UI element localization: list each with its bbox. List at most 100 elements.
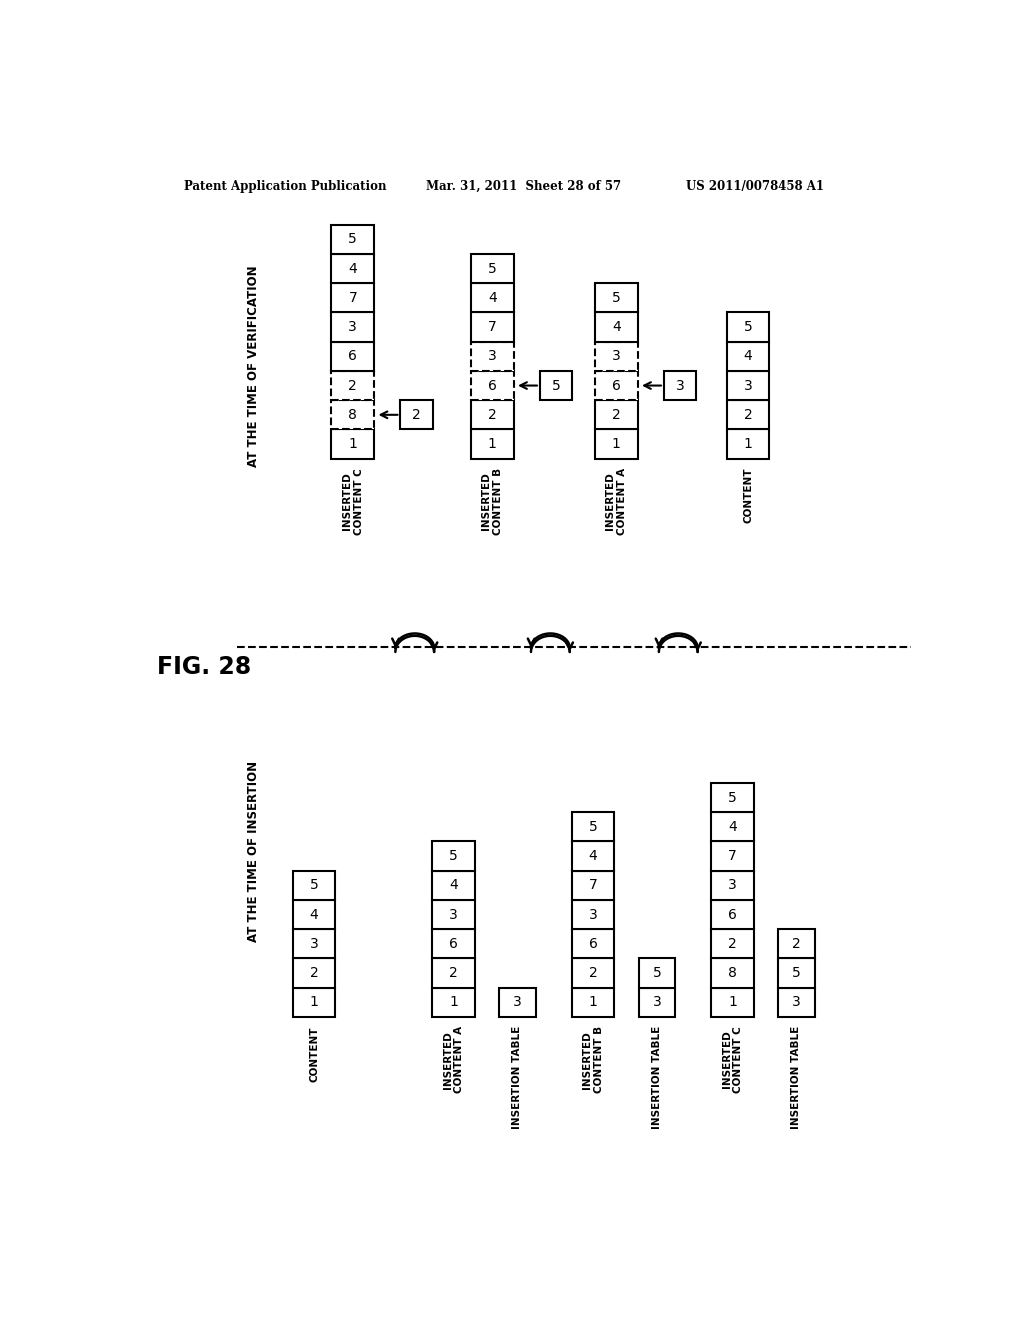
Text: 1: 1 xyxy=(487,437,497,451)
Text: 3: 3 xyxy=(743,379,753,392)
Text: INSERTION TABLE: INSERTION TABLE xyxy=(792,1026,802,1130)
Text: Mar. 31, 2011  Sheet 28 of 57: Mar. 31, 2011 Sheet 28 of 57 xyxy=(426,180,622,193)
Text: 3: 3 xyxy=(676,379,685,392)
FancyBboxPatch shape xyxy=(293,900,335,929)
Text: 2: 2 xyxy=(728,937,737,950)
Text: 5: 5 xyxy=(348,232,357,247)
FancyBboxPatch shape xyxy=(571,900,614,929)
Text: 1: 1 xyxy=(728,995,737,1010)
Text: 1: 1 xyxy=(450,995,458,1010)
Text: INSERTION TABLE: INSERTION TABLE xyxy=(652,1026,662,1130)
FancyBboxPatch shape xyxy=(332,313,374,342)
Text: 3: 3 xyxy=(792,995,801,1010)
FancyBboxPatch shape xyxy=(778,987,814,1016)
Text: 4: 4 xyxy=(728,820,737,834)
Text: 4: 4 xyxy=(450,878,458,892)
FancyBboxPatch shape xyxy=(432,871,475,900)
Text: 6: 6 xyxy=(348,350,357,363)
FancyBboxPatch shape xyxy=(727,400,769,429)
Text: 2: 2 xyxy=(348,379,357,392)
FancyBboxPatch shape xyxy=(595,313,638,342)
FancyBboxPatch shape xyxy=(571,987,614,1016)
Text: 7: 7 xyxy=(728,849,737,863)
Text: 7: 7 xyxy=(487,319,497,334)
Text: 4: 4 xyxy=(348,261,357,276)
FancyBboxPatch shape xyxy=(332,342,374,371)
FancyBboxPatch shape xyxy=(727,313,769,342)
Text: 1: 1 xyxy=(743,437,753,451)
FancyBboxPatch shape xyxy=(332,284,374,313)
Text: 3: 3 xyxy=(487,350,497,363)
FancyBboxPatch shape xyxy=(540,371,572,400)
FancyBboxPatch shape xyxy=(332,429,374,459)
Text: 5: 5 xyxy=(792,966,801,979)
Text: 5: 5 xyxy=(487,261,497,276)
Text: INSERTED
CONTENT B: INSERTED CONTENT B xyxy=(481,469,503,535)
Text: INSERTION TABLE: INSERTION TABLE xyxy=(512,1026,522,1130)
Text: 1: 1 xyxy=(348,437,357,451)
FancyBboxPatch shape xyxy=(571,841,614,871)
FancyBboxPatch shape xyxy=(332,371,374,400)
Text: 6: 6 xyxy=(487,379,497,392)
Text: 2: 2 xyxy=(487,408,497,422)
FancyBboxPatch shape xyxy=(500,987,536,1016)
Text: CONTENT: CONTENT xyxy=(309,1026,319,1081)
Text: INSERTED
CONTENT C: INSERTED CONTENT C xyxy=(342,469,364,535)
Text: AT THE TIME OF VERIFICATION: AT THE TIME OF VERIFICATION xyxy=(247,265,260,467)
Text: 4: 4 xyxy=(589,849,597,863)
FancyBboxPatch shape xyxy=(595,429,638,459)
FancyBboxPatch shape xyxy=(778,929,814,958)
Text: 5: 5 xyxy=(728,791,737,804)
Text: 2: 2 xyxy=(792,937,801,950)
FancyBboxPatch shape xyxy=(571,812,614,841)
FancyBboxPatch shape xyxy=(293,871,335,900)
FancyBboxPatch shape xyxy=(639,958,675,987)
Text: 5: 5 xyxy=(743,319,753,334)
Text: 4: 4 xyxy=(743,350,753,363)
Text: 6: 6 xyxy=(728,908,737,921)
Text: 3: 3 xyxy=(309,937,318,950)
FancyBboxPatch shape xyxy=(432,958,475,987)
FancyBboxPatch shape xyxy=(571,871,614,900)
FancyBboxPatch shape xyxy=(727,342,769,371)
Text: INSERTED
CONTENT A: INSERTED CONTENT A xyxy=(442,1026,464,1093)
Text: 4: 4 xyxy=(612,319,621,334)
FancyBboxPatch shape xyxy=(664,371,696,400)
Text: 8: 8 xyxy=(728,966,737,979)
Text: 3: 3 xyxy=(348,319,357,334)
Text: 5: 5 xyxy=(552,379,560,392)
Text: 3: 3 xyxy=(652,995,662,1010)
Text: 3: 3 xyxy=(612,350,621,363)
Text: 5: 5 xyxy=(652,966,662,979)
Text: CONTENT: CONTENT xyxy=(743,469,753,524)
Text: 7: 7 xyxy=(589,878,597,892)
Text: 1: 1 xyxy=(611,437,621,451)
FancyBboxPatch shape xyxy=(595,284,638,313)
FancyBboxPatch shape xyxy=(293,987,335,1016)
Text: 1: 1 xyxy=(309,995,318,1010)
FancyBboxPatch shape xyxy=(712,900,754,929)
Text: 3: 3 xyxy=(513,995,522,1010)
FancyBboxPatch shape xyxy=(332,400,374,429)
FancyBboxPatch shape xyxy=(471,253,514,284)
FancyBboxPatch shape xyxy=(293,958,335,987)
Text: 2: 2 xyxy=(309,966,318,979)
FancyBboxPatch shape xyxy=(432,929,475,958)
Text: 3: 3 xyxy=(589,908,597,921)
FancyBboxPatch shape xyxy=(712,812,754,841)
FancyBboxPatch shape xyxy=(400,400,433,429)
Text: INSERTED
CONTENT B: INSERTED CONTENT B xyxy=(583,1026,604,1093)
FancyBboxPatch shape xyxy=(639,987,675,1016)
Text: 5: 5 xyxy=(589,820,597,834)
Text: 6: 6 xyxy=(589,937,597,950)
FancyBboxPatch shape xyxy=(595,400,638,429)
Text: 5: 5 xyxy=(309,878,318,892)
FancyBboxPatch shape xyxy=(571,958,614,987)
Text: 3: 3 xyxy=(728,878,737,892)
Text: FIG. 28: FIG. 28 xyxy=(158,655,252,678)
Text: INSERTED
CONTENT C: INSERTED CONTENT C xyxy=(722,1026,743,1093)
FancyBboxPatch shape xyxy=(712,929,754,958)
Text: 5: 5 xyxy=(612,290,621,305)
FancyBboxPatch shape xyxy=(712,783,754,812)
Text: 2: 2 xyxy=(413,408,421,422)
